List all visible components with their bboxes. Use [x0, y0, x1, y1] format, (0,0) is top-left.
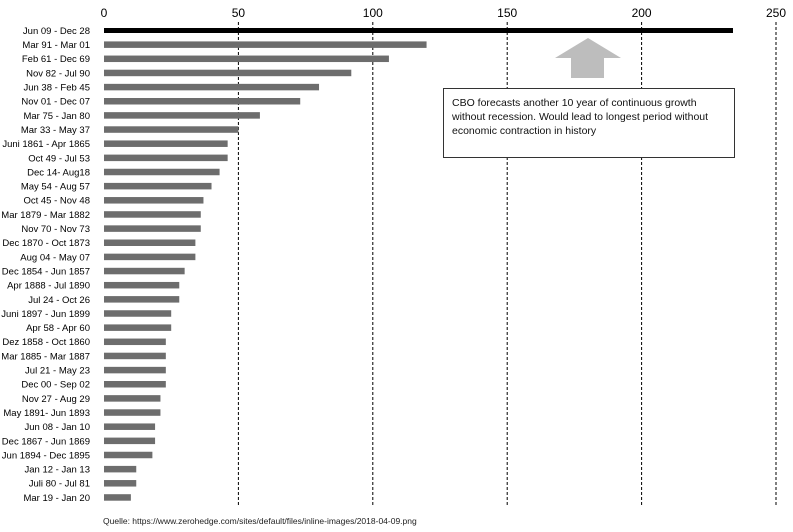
bar	[104, 366, 166, 374]
x-tick-label: 250	[766, 6, 786, 20]
category-label: Juni 1897 - Jun 1899	[1, 309, 90, 320]
category-label: Dec 1870 - Oct 1873	[2, 238, 90, 249]
bar	[104, 395, 161, 402]
x-tick-label: 0	[101, 6, 108, 20]
category-label: Jun 38 - Feb 45	[23, 83, 90, 94]
category-label: Jun 1894 - Dec 1895	[2, 450, 90, 461]
category-label: Jan 12 - Jan 13	[25, 465, 91, 476]
category-label: Dec 14- Aug18	[27, 167, 90, 178]
x-axis-ticks: 0 50 100 150 200 250	[101, 6, 787, 20]
bar	[104, 465, 137, 473]
category-label: Oct 45 - Nov 48	[23, 196, 90, 207]
source-caption: Quelle: https://www.zerohedge.com/sites/…	[103, 516, 417, 526]
bar	[104, 338, 166, 346]
bar	[104, 83, 320, 91]
up-arrow-icon	[555, 38, 621, 78]
bar	[104, 352, 166, 360]
category-label: Apr 1888 - Jul 1890	[7, 281, 90, 292]
category-label: Mar 1885 - Mar 1887	[1, 351, 90, 362]
bar	[104, 494, 131, 501]
category-label: May 1891- Jun 1893	[3, 408, 90, 419]
category-label: Dec 1854 - Jun 1857	[2, 266, 90, 277]
category-label: Juli 80 - Jul 81	[29, 479, 90, 490]
x-tick-label: 200	[632, 6, 652, 20]
bar	[104, 41, 427, 48]
bar	[104, 409, 161, 416]
category-label: Aug 04 - May 07	[20, 252, 90, 263]
category-label: Mar 91 - Mar 01	[22, 40, 90, 51]
bar	[104, 423, 156, 430]
x-tick-label: 50	[232, 6, 246, 20]
category-label: Mar 33 - May 37	[21, 125, 90, 136]
bar	[104, 112, 260, 119]
category-label: Jun 08 - Jan 10	[25, 422, 91, 433]
category-label: Mar 75 - Jan 80	[23, 111, 90, 122]
bar	[104, 98, 301, 105]
bar	[104, 168, 220, 176]
category-label: Jun 09 - Dec 28	[23, 26, 90, 37]
bars	[104, 28, 733, 501]
bar	[104, 451, 153, 459]
category-labels: Jun 09 - Dec 28 Mar 91 - Mar 01 Feb 61 - D…	[1, 26, 90, 504]
category-label: Nov 82 - Jul 90	[26, 68, 90, 79]
category-label: Mar 1879 - Mar 1882	[1, 210, 90, 221]
bar	[104, 480, 137, 487]
bar	[104, 267, 185, 275]
category-label: Apr 58 - Apr 60	[26, 323, 90, 334]
bar	[104, 225, 201, 232]
bar	[104, 126, 239, 133]
category-label: Dec 00 - Sep 02	[21, 380, 90, 391]
bar	[104, 140, 228, 147]
bar	[104, 296, 180, 303]
bar	[104, 381, 166, 388]
x-tick-label: 100	[363, 6, 383, 20]
bar	[104, 211, 201, 218]
category-label: Nov 70 - Nov 73	[21, 224, 90, 235]
category-label: Jul 21 - May 23	[25, 366, 90, 377]
bar	[104, 182, 212, 190]
category-label: Juni 1861 - Apr 1865	[2, 139, 90, 150]
category-label: Dez 1858 - Oct 1860	[2, 337, 90, 348]
category-label: Nov 27 - Aug 29	[22, 394, 90, 405]
bar	[104, 69, 352, 77]
bar	[104, 197, 204, 204]
bar	[104, 437, 156, 445]
bar	[104, 324, 172, 331]
bar	[104, 239, 196, 246]
category-label: Dec 1867 - Jun 1869	[2, 436, 90, 447]
category-label: Nov 01 - Dec 07	[21, 97, 90, 108]
category-label: Jul 24 - Oct 26	[28, 295, 90, 306]
category-label: May 54 - Aug 57	[21, 182, 90, 193]
annotation-box: CBO forecasts another 10 year of continu…	[443, 88, 735, 158]
bar	[104, 28, 733, 33]
category-label: Feb 61 - Dec 69	[22, 54, 90, 65]
bar	[104, 253, 196, 261]
bar	[104, 310, 172, 317]
bar	[104, 281, 180, 289]
category-label: Mar 19 - Jan 20	[23, 493, 90, 504]
x-tick-label: 150	[497, 6, 517, 20]
category-label: Oct 49 - Jul 53	[28, 153, 90, 164]
bar	[104, 154, 228, 162]
bar	[104, 55, 389, 63]
